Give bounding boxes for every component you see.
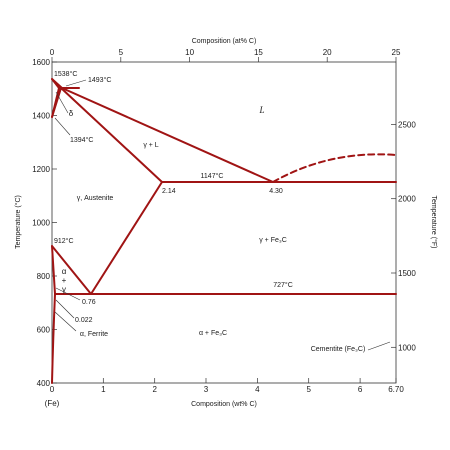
top-tick-label: 15	[254, 48, 263, 57]
temp-1538-label: 1538°C	[54, 70, 77, 78]
composition-2-14-label: 2.14	[162, 188, 176, 195]
left-axis-labels: 400 600 800 1000 1200 1400 1600	[32, 58, 50, 388]
liquid-region-label: L	[258, 105, 264, 115]
temp-727-label: 727°C	[273, 281, 293, 289]
phase-boundaries	[51, 78, 397, 384]
liquidus-line	[51, 78, 274, 183]
bottom-tick-label: 6.70	[388, 385, 404, 394]
alpha-gamma-label-alpha: α	[62, 267, 67, 276]
bottom-tick-label: 3	[204, 385, 209, 394]
alpha-gamma-label-plus: +	[62, 276, 67, 285]
cementite-label: Cementite (Fe₃C)	[311, 346, 366, 353]
solidus-line	[60, 87, 163, 183]
iron-label: (Fe)	[45, 399, 60, 408]
acm-line	[90, 181, 163, 295]
right-tick-label: 2000	[398, 195, 416, 204]
right-axis-title: Temperature (°F)	[430, 196, 438, 249]
bottom-tick-label: 0	[50, 385, 55, 394]
gamma-liquid-region-label: γ + L	[143, 142, 158, 149]
composition-0-022-label: 0.022	[75, 317, 93, 324]
top-tick-label: 0	[50, 48, 55, 57]
left-tick-label: 800	[37, 272, 51, 281]
alpha-cementite-region-label: α + Fe₃C	[199, 330, 227, 337]
left-axis-title: Temperature (°C)	[14, 195, 22, 249]
left-tick-label: 1000	[32, 219, 50, 228]
top-axis-ticks	[51, 57, 397, 62]
temp-912-label: 912°C	[54, 237, 74, 245]
right-tick-label: 1500	[398, 269, 416, 278]
temp-1147-label: 1147°C	[201, 172, 224, 180]
ferrite-solvus-line	[51, 293, 56, 384]
top-tick-label: 20	[323, 48, 332, 57]
right-tick-label: 1000	[398, 343, 416, 352]
alpha-gamma-label-gamma: γ	[62, 285, 66, 294]
gamma-cementite-region-label: γ + Fe₃C	[259, 237, 287, 244]
top-tick-label: 5	[119, 48, 124, 57]
top-axis-title: Composition (at% C)	[192, 38, 257, 45]
top-tick-label: 25	[392, 48, 401, 57]
top-tick-label: 10	[185, 48, 194, 57]
bottom-axis-title: Composition (wt% C)	[191, 401, 257, 408]
temp-1493-label: 1493°C	[88, 76, 111, 84]
top-axis-labels: 0 5 10 15 20 25	[50, 48, 401, 57]
bottom-tick-label: 2	[152, 385, 157, 394]
bottom-tick-label: 4	[255, 385, 260, 394]
composition-0-76-label: 0.76	[82, 299, 96, 306]
delta-region-label: δ	[69, 109, 74, 118]
left-tick-label: 600	[37, 326, 51, 335]
annotation-pointers	[54, 79, 391, 351]
bottom-axis-labels: 0 1 2 3 4 5 6 6.70	[50, 385, 405, 394]
bottom-tick-label: 1	[101, 385, 106, 394]
alpha-gamma-boundary-line	[51, 245, 56, 295]
delta-boundary-line	[51, 78, 60, 89]
left-tick-label: 1200	[32, 165, 50, 174]
left-tick-label: 1400	[32, 112, 50, 121]
temp-1394-label: 1394°C	[70, 136, 93, 144]
bottom-tick-label: 5	[306, 385, 311, 394]
bottom-axis-ticks	[51, 378, 397, 383]
right-axis-ticks	[391, 124, 396, 348]
left-tick-label: 400	[37, 379, 51, 388]
bottom-tick-label: 6	[358, 385, 363, 394]
austenite-region-label: γ, Austenite	[77, 195, 114, 202]
composition-4-30-label: 4.30	[269, 188, 283, 195]
left-tick-label: 1600	[32, 58, 50, 67]
right-axis-labels: 1000 1500 2000 2500	[398, 120, 416, 352]
liquidus-hypereutectic-line	[272, 153, 397, 183]
delta-gamma-boundary-lower	[51, 87, 62, 118]
right-tick-label: 2500	[398, 120, 416, 129]
a3-line	[51, 245, 92, 295]
ferrite-region-label: α, Ferrite	[80, 331, 108, 338]
